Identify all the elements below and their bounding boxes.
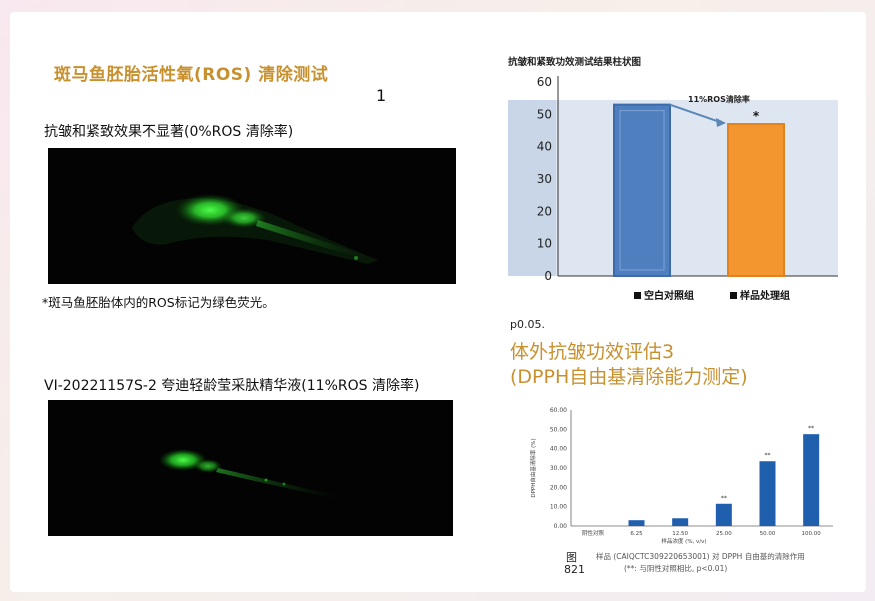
- bar-chart-title: 抗皱和紧致功效测试结果柱状图: [508, 57, 642, 68]
- p-value-note: p0.05.: [510, 318, 545, 331]
- annotation-arrow: [669, 103, 721, 123]
- y-tick-label: 50: [537, 107, 552, 121]
- chart-background-left: [508, 100, 556, 276]
- page-number: 1: [376, 86, 387, 105]
- bar-control: [613, 103, 671, 278]
- dpph-bar: [628, 520, 645, 526]
- annotation-label: 11%ROS清除率: [688, 94, 750, 104]
- evaluation-title-line1: 体外抗皱功效评估3: [510, 341, 675, 363]
- dpph-chart-panel: 0.00 10.00 20.00 30.00 40.00 50.00 60.00 DPPH自由…: [513, 400, 847, 580]
- x-tick-label: 100.00: [802, 531, 822, 537]
- figure-caption-line2: (**: 与阴性对照相比, p<0.01): [624, 564, 728, 573]
- y-tick-label: 40.00: [550, 446, 567, 453]
- legend-swatch: [730, 292, 737, 299]
- significance-marker: **: [721, 495, 727, 502]
- bar-control-inner: [619, 110, 665, 271]
- sample-caption: VI-20221157S-2 夸迪轻龄莹采肽精华液(11%ROS 清除率): [44, 378, 420, 394]
- legend-swatch: [634, 292, 641, 299]
- figure-caption: 样品 (CAIQCTC309220653001) 对 DPPH 自由基的清除作用…: [596, 551, 805, 575]
- ros-note: *斑马鱼胚胎体内的ROS标记为绿色荧光。: [42, 295, 275, 310]
- significance-marker: **: [808, 425, 814, 432]
- zebrafish-sample-image: [48, 400, 453, 536]
- x-tick-label: 25.00: [716, 531, 732, 537]
- legend-label: 空白对照组: [644, 289, 694, 302]
- legend-label: 样品处理组: [740, 289, 790, 302]
- x-tick-label: 阴性对照: [582, 529, 605, 537]
- y-tick-label: 20: [537, 204, 552, 218]
- control-caption: 抗皱和紧致效果不显著(0%ROS 清除率): [44, 124, 294, 140]
- figure-caption-line1: 样品 (CAIQCTC309220653001) 对 DPPH 自由基的清除作用: [596, 552, 805, 561]
- figure-label: 图: [566, 551, 577, 564]
- zebrafish-control-image: [48, 148, 456, 284]
- dpph-bar-chart: 0.00 10.00 20.00 30.00 40.00 50.00 60.00 DPPH自由…: [529, 407, 833, 545]
- y-tick-label: 40: [537, 140, 552, 154]
- y-tick-label: 0: [544, 269, 552, 283]
- dpph-bar: [672, 518, 689, 526]
- y-tick-label: 30: [537, 172, 552, 186]
- figure-number: 821: [564, 563, 585, 576]
- y-tick-label: 60: [537, 75, 552, 89]
- bar-sample: [727, 123, 785, 277]
- y-tick-label: 50.00: [550, 426, 567, 433]
- annotation-arrowhead: [716, 118, 726, 128]
- y-tick-label: 10.00: [550, 504, 567, 511]
- significance-marker: *: [753, 109, 760, 123]
- x-tick-label: 50.00: [760, 531, 776, 537]
- evaluation-title: 体外抗皱功效评估3 (DPPH自由基清除能力测定): [510, 340, 748, 390]
- x-axis-label: 样品浓度 (%, v/v): [661, 537, 706, 545]
- x-tick-label: 12.50: [672, 531, 688, 537]
- y-tick-label: 60.00: [550, 407, 567, 414]
- y-tick-label: 20.00: [550, 484, 567, 491]
- y-axis-label: DPPH自由基清除率 (%): [529, 438, 537, 497]
- x-tick-label: 6.25: [630, 531, 643, 537]
- section-title: 斑马鱼胚胎活性氧(ROS) 清除测试: [54, 65, 329, 85]
- dpph-bar: [715, 503, 732, 526]
- evaluation-title-line2: (DPPH自由基清除能力测定): [510, 366, 748, 388]
- dpph-bar: [759, 461, 776, 526]
- dpph-bar: [803, 434, 820, 526]
- y-tick-label: 30.00: [550, 465, 567, 472]
- y-tick-label: 0.00: [554, 523, 568, 530]
- ros-bar-chart: 0 10 20 30 40 50 60 11%ROS清除率* 空白对照组 样品处理组: [508, 75, 838, 302]
- y-tick-label: 10: [537, 237, 552, 251]
- significance-marker: **: [765, 452, 771, 459]
